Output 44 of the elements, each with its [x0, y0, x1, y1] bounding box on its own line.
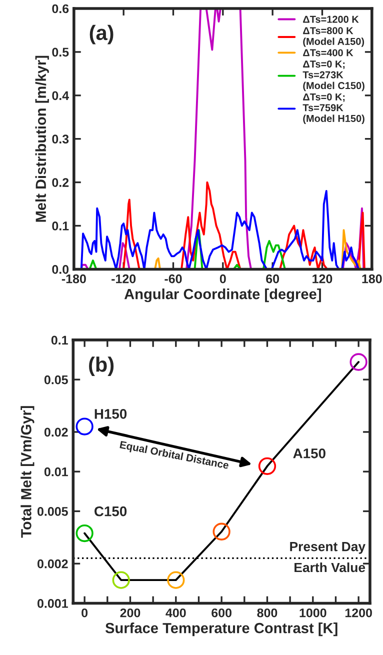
x-tick-label: 200 [120, 608, 140, 618]
y-tick-label: 0.1 [51, 336, 68, 345]
y-tick-label: 0.1 [52, 222, 69, 230]
y-tick-label: 0.002 [38, 559, 68, 568]
annotation: (b) [89, 356, 114, 376]
annotation: A150 [293, 448, 326, 458]
y-tick-label: 0.01 [44, 467, 68, 476]
legend-label: ΔTs=0 K; Ts=273K (Model C150) [302, 60, 364, 92]
y-axis-title: Total Melt [Vm/Gyr] [20, 406, 34, 538]
annotation: (a) [90, 24, 114, 44]
y-tick-label: 0.5 [52, 48, 69, 57]
x-tick-label: 1200 [345, 608, 372, 618]
y-axis-title: Melt Distribution [m/kyr] [35, 56, 49, 222]
legend-label: ΔTs=400 K [303, 49, 354, 56]
x-tick-label: 0 [82, 608, 88, 618]
x-tick-label: 120 [312, 274, 332, 284]
y-tick-label: 0.02 [44, 428, 68, 437]
ref-line-label: Present Day Earth Value [290, 542, 366, 572]
x-tick-label: -120 [112, 274, 136, 284]
y-tick-label: 0.001 [38, 599, 68, 608]
legend-label: ΔTs=1200 K [303, 16, 359, 23]
y-tick-label: 0.0 [52, 265, 69, 274]
y-tick-label: 0.05 [44, 375, 68, 384]
x-tick-label: 600 [212, 608, 232, 618]
y-tick-label: 0.005 [38, 507, 68, 516]
x-tick-label: 800 [257, 608, 278, 618]
annotation: H150 [94, 408, 127, 419]
x-axis-title: Surface Temperature Contrast [K] [105, 622, 338, 636]
legend-label: ΔTs=800 K (Model A150) [303, 27, 364, 47]
annotation: Equal Orbital Distance [119, 440, 230, 472]
x-tick-label: 180 [362, 274, 382, 284]
annotation: C150 [94, 506, 127, 516]
x-axis-title: Angular Coordinate [degree] [124, 288, 321, 302]
y-tick-label: 0.4 [52, 91, 69, 100]
x-tick-label: 0 [220, 274, 226, 284]
x-tick-label: 1000 [300, 608, 326, 618]
y-tick-label: 0.6 [52, 4, 69, 14]
y-tick-label: 0.3 [52, 134, 69, 144]
x-tick-label: -180 [62, 274, 86, 284]
y-tick-label: 0.2 [52, 178, 69, 187]
x-tick-label: -60 [164, 274, 182, 284]
x-tick-label: 400 [166, 608, 186, 618]
legend-label: ΔTs=0 K; Ts=759K (Model H150) [302, 93, 364, 124]
x-tick-label: 60 [266, 274, 280, 284]
